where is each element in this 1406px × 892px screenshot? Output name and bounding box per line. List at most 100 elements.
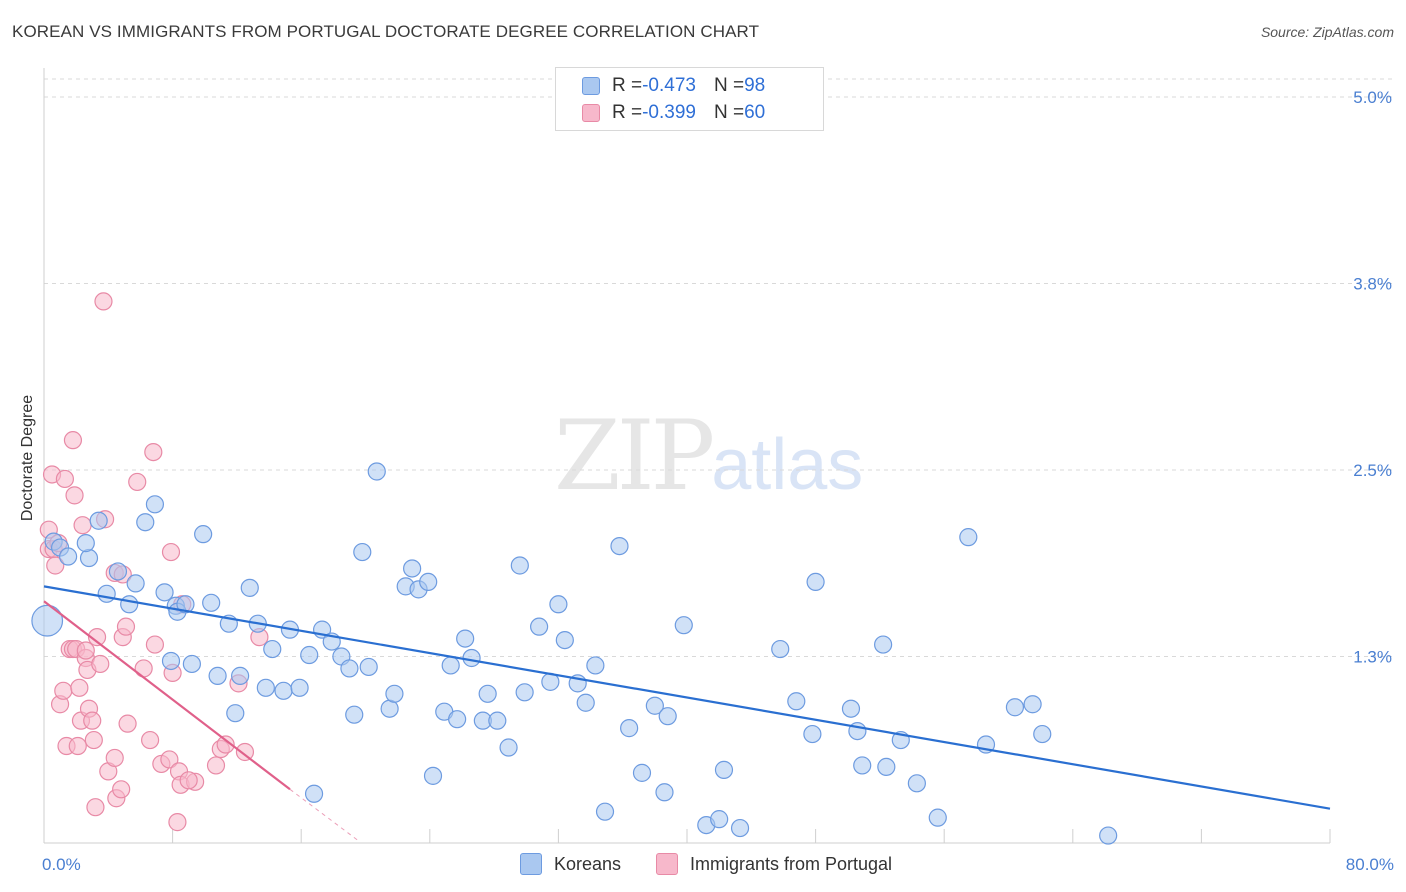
korean-point bbox=[240, 578, 259, 597]
portugal-n-label: N = bbox=[713, 102, 745, 123]
korean-point bbox=[549, 595, 568, 614]
korean-point bbox=[576, 693, 595, 712]
korean-point bbox=[76, 534, 95, 553]
korean-point bbox=[586, 656, 605, 675]
korean-point bbox=[515, 683, 534, 702]
source-credit: Source: ZipAtlas.com bbox=[1260, 24, 1394, 40]
korean-point bbox=[658, 707, 677, 726]
korean-point bbox=[787, 692, 806, 711]
korean-point bbox=[462, 648, 481, 668]
portugal-point bbox=[73, 516, 92, 535]
watermark-atlas: atlas bbox=[711, 425, 864, 505]
bottom-legend-koreans: Koreans bbox=[520, 851, 621, 877]
portugal-point bbox=[68, 736, 87, 756]
portugal-point bbox=[134, 659, 153, 678]
korean-point bbox=[730, 818, 750, 838]
korean-point bbox=[31, 604, 64, 637]
korean-point bbox=[877, 757, 896, 777]
bottom-koreans-swatch bbox=[520, 853, 542, 875]
portugal-point bbox=[54, 681, 73, 700]
portugal-point bbox=[168, 813, 187, 832]
portugal-n-value: 60 bbox=[744, 102, 766, 123]
korean-point bbox=[841, 699, 861, 718]
korean-point bbox=[108, 562, 128, 581]
korean-point bbox=[340, 659, 359, 678]
portugal-point bbox=[87, 628, 107, 647]
korean-point bbox=[367, 462, 386, 481]
korean-point bbox=[263, 639, 282, 659]
x-tick-label: 80.0% bbox=[1346, 855, 1394, 874]
korean-point bbox=[655, 783, 674, 802]
koreans-n-value: 98 bbox=[744, 75, 766, 96]
watermark-zip: ZIP bbox=[554, 400, 715, 512]
korean-point bbox=[674, 616, 693, 635]
korean-point bbox=[194, 525, 213, 544]
korean-point bbox=[208, 666, 227, 685]
koreans-n-label: N = bbox=[713, 75, 745, 96]
portugal-point bbox=[144, 442, 163, 462]
portugal-point bbox=[84, 730, 103, 750]
korean-point bbox=[120, 595, 139, 614]
korean-point bbox=[530, 617, 549, 636]
korean-point bbox=[499, 738, 518, 757]
korean-point bbox=[714, 760, 734, 779]
x-tick-label: 0.0% bbox=[42, 855, 81, 874]
korean-point bbox=[441, 656, 460, 675]
grid-lines bbox=[44, 78, 1392, 657]
korean-point bbox=[1033, 724, 1052, 744]
koreans-swatch bbox=[582, 77, 600, 95]
trend-lines bbox=[43, 585, 1331, 841]
korean-point bbox=[385, 684, 404, 703]
bottom-legend-portugal: Immigrants from Portugal bbox=[656, 851, 892, 877]
portugal-point bbox=[112, 780, 131, 799]
bottom-portugal-label: Immigrants from Portugal bbox=[690, 853, 893, 874]
koreans-trend-line bbox=[43, 585, 1331, 810]
korean-point bbox=[1023, 695, 1042, 714]
korean-point bbox=[176, 595, 195, 614]
korean-point bbox=[1005, 698, 1025, 717]
portugal-point bbox=[86, 798, 105, 817]
korean-point bbox=[510, 556, 529, 575]
portugal-point bbox=[145, 635, 165, 654]
portugal-point bbox=[76, 641, 95, 660]
portugal-point bbox=[65, 486, 84, 505]
korean-point bbox=[806, 572, 825, 592]
portugal-point bbox=[46, 556, 65, 575]
portugal-point bbox=[70, 678, 89, 697]
korean-point bbox=[645, 696, 664, 715]
korean-point bbox=[771, 639, 790, 659]
korean-point bbox=[907, 774, 926, 793]
korean-point bbox=[359, 657, 378, 677]
korean-point bbox=[456, 629, 475, 648]
korean-point bbox=[959, 528, 978, 547]
korean-point bbox=[226, 704, 245, 723]
korean-point bbox=[403, 559, 422, 578]
korean-point bbox=[290, 678, 309, 697]
korean-point bbox=[202, 593, 221, 612]
portugal-r-value: -0.399 bbox=[642, 102, 696, 123]
portugal-point bbox=[128, 472, 147, 492]
korean-point bbox=[419, 572, 438, 592]
korean-point bbox=[478, 684, 497, 703]
korean-point bbox=[300, 645, 319, 665]
koreans-r-label: R = bbox=[612, 75, 643, 96]
portugal-point bbox=[105, 748, 124, 768]
korean-point bbox=[710, 810, 729, 829]
portugal-point bbox=[118, 714, 137, 733]
bottom-koreans-label: Koreans bbox=[554, 853, 622, 874]
korean-point bbox=[126, 574, 145, 593]
portugal-point bbox=[216, 735, 235, 754]
portugal-r-label: R = bbox=[612, 102, 643, 123]
korean-point bbox=[89, 511, 108, 530]
korean-point bbox=[59, 547, 78, 566]
tick-labels: 1.3% 2.5% 3.8% 5.0% 0.0% 80.0% bbox=[42, 88, 1394, 874]
korean-point bbox=[488, 711, 507, 730]
korean-point bbox=[610, 536, 629, 556]
korean-point bbox=[274, 681, 293, 700]
y-tick-label: 2.5% bbox=[1353, 461, 1392, 480]
portugal-swatch bbox=[582, 104, 600, 122]
korean-point bbox=[555, 630, 574, 650]
portugal-point bbox=[116, 617, 136, 636]
legend-row-koreans: R = -0.473 N = 98 bbox=[582, 73, 765, 99]
